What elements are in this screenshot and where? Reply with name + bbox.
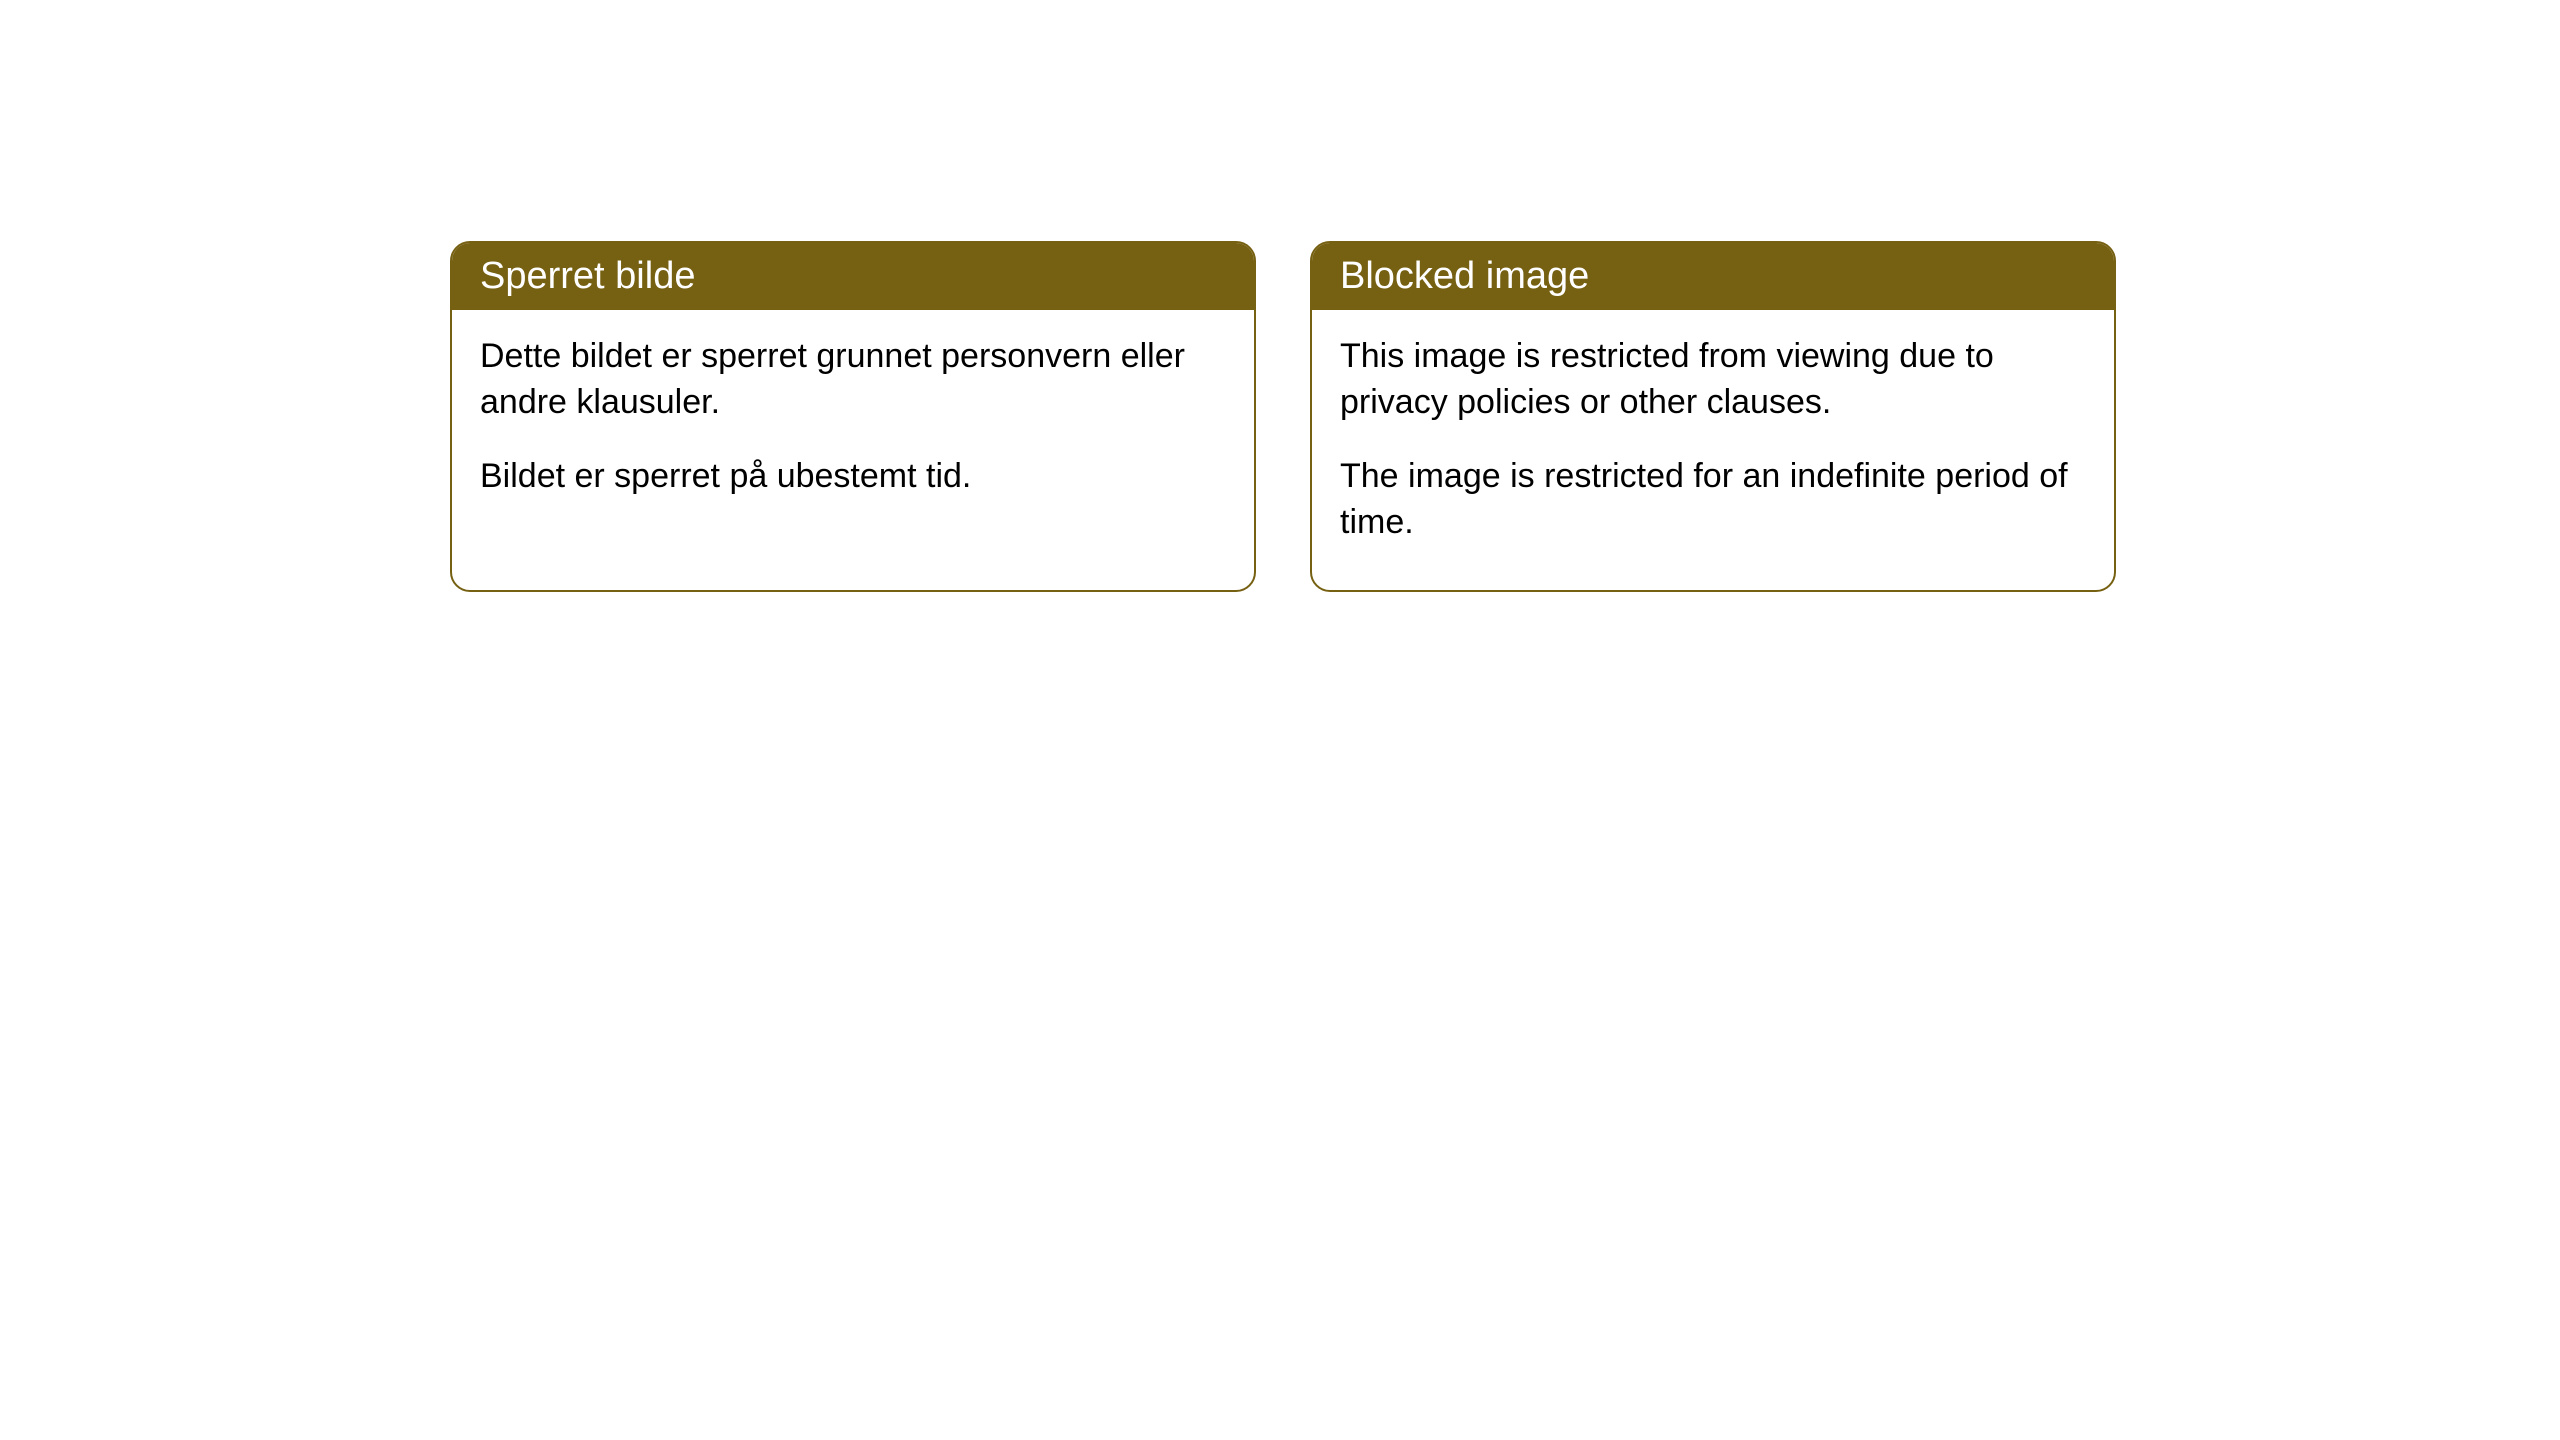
card-body: Dette bildet er sperret grunnet personve… [452, 310, 1254, 544]
card-title: Sperret bilde [480, 255, 695, 297]
card-title: Blocked image [1340, 255, 1589, 297]
notice-card-english: Blocked image This image is restricted f… [1310, 241, 2116, 592]
card-paragraph: Bildet er sperret på ubestemt tid. [480, 454, 1226, 500]
card-header: Blocked image [1312, 243, 2114, 310]
card-paragraph: This image is restricted from viewing du… [1340, 334, 2086, 426]
card-paragraph: The image is restricted for an indefinit… [1340, 454, 2086, 546]
notice-cards-container: Sperret bilde Dette bildet er sperret gr… [450, 241, 2116, 592]
notice-card-norwegian: Sperret bilde Dette bildet er sperret gr… [450, 241, 1256, 592]
card-body: This image is restricted from viewing du… [1312, 310, 2114, 590]
card-header: Sperret bilde [452, 243, 1254, 310]
card-paragraph: Dette bildet er sperret grunnet personve… [480, 334, 1226, 426]
